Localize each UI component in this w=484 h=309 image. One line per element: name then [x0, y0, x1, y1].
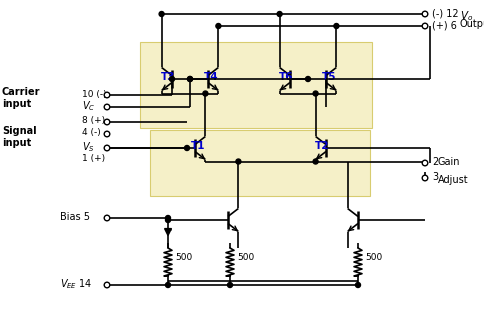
- Circle shape: [422, 160, 428, 166]
- Text: 2: 2: [432, 157, 438, 167]
- Circle shape: [313, 159, 318, 164]
- Text: Gain: Gain: [438, 157, 460, 167]
- Text: 1 (+): 1 (+): [82, 154, 105, 163]
- Text: 10 (-): 10 (-): [82, 90, 106, 99]
- Text: 4 (-): 4 (-): [82, 129, 101, 138]
- Text: $V_S$: $V_S$: [82, 140, 95, 154]
- Circle shape: [313, 91, 318, 96]
- Text: T6: T6: [279, 72, 294, 83]
- Circle shape: [227, 282, 232, 287]
- Circle shape: [104, 131, 110, 137]
- Circle shape: [104, 145, 110, 151]
- Circle shape: [104, 215, 110, 221]
- Circle shape: [169, 77, 175, 82]
- Circle shape: [104, 92, 110, 98]
- Bar: [140, 42, 372, 128]
- Text: 8 (+): 8 (+): [82, 116, 105, 125]
- Bar: [150, 130, 370, 196]
- Circle shape: [356, 282, 361, 287]
- Text: 500: 500: [237, 252, 254, 261]
- Circle shape: [203, 91, 208, 96]
- Text: T2: T2: [315, 142, 330, 151]
- Circle shape: [104, 282, 110, 288]
- Text: $V_C$: $V_C$: [82, 99, 95, 113]
- Circle shape: [305, 77, 311, 82]
- Circle shape: [277, 11, 282, 16]
- Text: Carrier: Carrier: [2, 87, 41, 97]
- Circle shape: [422, 11, 428, 17]
- Circle shape: [216, 23, 221, 28]
- Text: T4: T4: [204, 72, 219, 83]
- Text: T5: T5: [322, 72, 337, 83]
- Circle shape: [166, 215, 170, 221]
- Text: input: input: [2, 138, 31, 148]
- Circle shape: [422, 175, 428, 181]
- Circle shape: [187, 77, 193, 82]
- Circle shape: [184, 146, 190, 150]
- Polygon shape: [165, 229, 171, 235]
- Circle shape: [187, 77, 193, 82]
- Text: T3: T3: [161, 72, 176, 83]
- Text: 3: 3: [432, 172, 438, 182]
- Text: 500: 500: [365, 252, 382, 261]
- Text: Signal: Signal: [2, 126, 37, 136]
- Text: Output: Output: [460, 19, 484, 29]
- Text: $V_{EE}$ 14: $V_{EE}$ 14: [60, 277, 92, 291]
- Text: T1: T1: [191, 142, 206, 151]
- Text: 500: 500: [175, 252, 192, 261]
- Circle shape: [104, 119, 110, 125]
- Text: Adjust: Adjust: [438, 175, 469, 185]
- Text: input: input: [2, 99, 31, 109]
- Circle shape: [104, 104, 110, 110]
- Circle shape: [422, 23, 428, 29]
- Circle shape: [166, 282, 170, 287]
- Circle shape: [159, 11, 164, 16]
- Circle shape: [334, 23, 339, 28]
- Circle shape: [166, 218, 170, 222]
- Text: Bias 5: Bias 5: [60, 212, 90, 222]
- Text: (-) 12: (-) 12: [432, 8, 459, 18]
- Circle shape: [236, 159, 241, 164]
- Text: $V_o$: $V_o$: [460, 9, 473, 23]
- Text: (+) 6: (+) 6: [432, 20, 457, 30]
